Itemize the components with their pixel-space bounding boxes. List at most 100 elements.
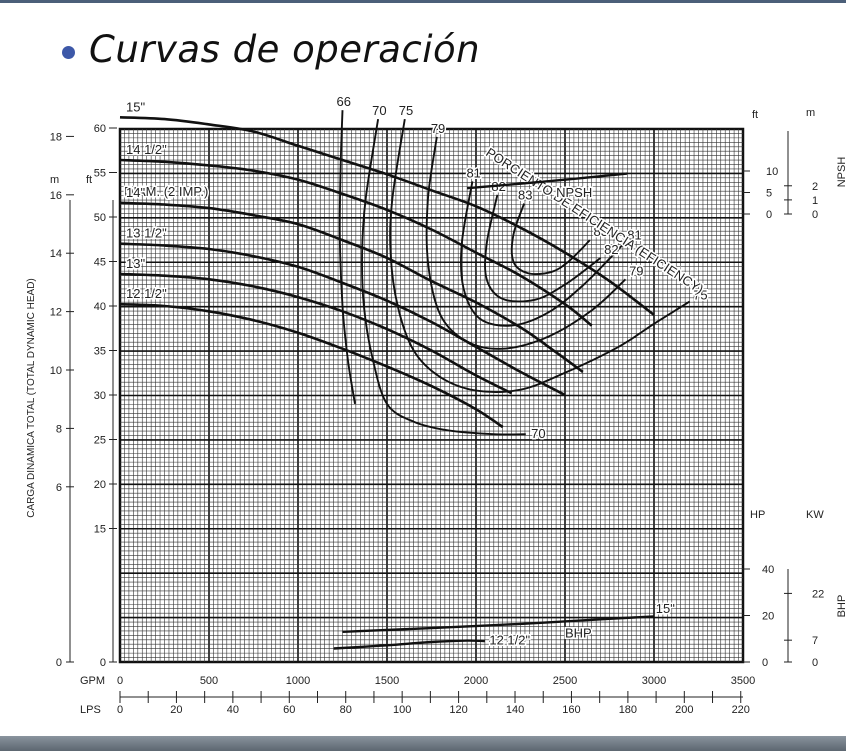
diameter-header: DIAM. (2 IMP.) [124, 184, 208, 199]
y-axis-title: CARGA DINAMICA TOTAL (TOTAL DYNAMIC HEAD… [26, 278, 37, 517]
efficiency-curve-label-halo: 81 [466, 165, 480, 180]
axis-ft-tick-label: 20 [94, 479, 106, 491]
bhp-kw-tick-label: 7 [812, 635, 818, 647]
axis-m-unit: m [50, 174, 59, 186]
npsh-m-tick-label: 2 [812, 181, 818, 193]
npsh-ft-unit: ft [752, 109, 758, 121]
efficiency-right-label-82: 82 [604, 242, 618, 257]
x-gpm-tick-label: 1500 [375, 675, 399, 687]
impeller-curve-label: 12 1/2" [126, 286, 167, 301]
efficiency-curve-label-halo: 79 [431, 121, 445, 136]
x-lps-tick-label: 80 [340, 704, 352, 716]
x-lps-tick-label: 120 [449, 704, 467, 716]
efficiency-curve [484, 194, 602, 303]
efficiency-curve [361, 118, 526, 436]
impeller-curve-label: 13 1/2" [126, 226, 167, 241]
x-lps-tick-label: 180 [619, 704, 637, 716]
impeller-curve-label-halo: 15" [126, 99, 145, 114]
impeller-curve-label: 14" [126, 185, 145, 200]
efficiency-curve-label: 79 [431, 121, 445, 136]
x-gpm-tick-label: 500 [200, 675, 218, 687]
impeller-curve [119, 272, 513, 395]
axis-m-tick-label: 8 [56, 423, 62, 435]
efficiency-right-label-81: 81 [627, 228, 641, 243]
x-gpm-tick-label: 2000 [464, 675, 488, 687]
x-lps-tick-label: 20 [170, 704, 182, 716]
bottom-rule [0, 736, 846, 751]
impeller-curve [119, 201, 584, 373]
bhp-hp-tick-label: 0 [762, 657, 768, 669]
efficiency-right-label-75-halo: 75 [693, 288, 707, 303]
npsh-ft-tick-label: 5 [766, 188, 772, 200]
impeller-curve [119, 302, 504, 429]
x-lps-tick-label: 220 [732, 704, 750, 716]
axis-ft-tick-label: 30 [94, 390, 106, 402]
bhp-curve-label-12-halo: 12 1/2" [489, 633, 530, 648]
npsh-m-tick-label: 0 [812, 209, 818, 221]
bhp-curve-label-12: 12 1/2" [489, 633, 530, 648]
bhp-axis-title: BHP [836, 595, 846, 618]
npsh-ft-tick-label: 10 [766, 166, 778, 178]
axis-m-tick-label: 14 [50, 248, 62, 260]
bhp-kw-tick-label: 0 [812, 657, 818, 669]
impeller-curve-label-halo: 13" [126, 256, 145, 271]
impeller-curve [119, 242, 566, 397]
efficiency-right-label-79-halo: 79 [629, 263, 643, 278]
efficiency-curve [425, 136, 627, 350]
bhp-label-halo: BHP [565, 626, 592, 641]
efficiency-curve [510, 203, 591, 276]
bhp-kw-unit: KW [806, 509, 824, 521]
efficiency-curve-label-halo: 83 [518, 188, 532, 203]
impeller-curve-label: 14 1/2" [126, 142, 167, 157]
npsh-curve-label-halo: NPSH [556, 185, 592, 200]
bhp-hp-unit: HP [750, 509, 765, 521]
impeller-curve-label-halo: 14" [126, 185, 145, 200]
axis-ft-tick-label: 45 [94, 257, 106, 269]
axis-ft-tick-label: 60 [94, 123, 106, 135]
top-rule [0, 0, 846, 3]
axis-ft-tick-label: 40 [94, 301, 106, 313]
efficiency-right-label-79: 79 [629, 263, 643, 278]
bhp-hp-tick-label: 40 [762, 564, 774, 576]
efficiency-curve-label-halo: 75 [399, 103, 413, 118]
efficiency-right-label-83-halo: 83 [593, 224, 607, 239]
npsh-m-unit: m [806, 107, 815, 119]
x-lps-tick-label: 0 [117, 704, 123, 716]
efficiency-right-label-81-halo: 81 [627, 228, 641, 243]
efficiency-right-label-82-halo: 82 [604, 242, 618, 257]
x-gpm-tick-label: 2500 [553, 675, 577, 687]
x-axis-gpm-label: GPM [80, 675, 105, 687]
slide-title-block: Curvas de operación [62, 28, 480, 71]
efficiency-curve-label: 75 [399, 103, 413, 118]
axis-ft-tick-label: 35 [94, 346, 106, 358]
efficiency-curve-label: 66 [337, 94, 351, 109]
x-lps-tick-label: 160 [562, 704, 580, 716]
bhp-curve [342, 615, 655, 633]
efficiency-curve-label: 83 [518, 188, 532, 203]
impeller-curve [119, 116, 655, 316]
axis-ft-tick-label: 0 [100, 657, 106, 669]
axis-m-tick-label: 12 [50, 307, 62, 319]
axis-ft-unit: ft [86, 174, 92, 186]
npsh-curve [467, 172, 628, 190]
efficiency-curve-label: 70 [372, 103, 386, 118]
diameter-header-halo: DIAM. (2 IMP.) [124, 184, 208, 199]
x-gpm-tick-label: 0 [117, 675, 123, 687]
bhp-curve-label-15-halo: 15" [656, 601, 675, 616]
bhp-hp-tick-label: 20 [762, 611, 774, 623]
axis-m-tick-label: 6 [56, 482, 62, 494]
x-lps-tick-label: 100 [393, 704, 411, 716]
x-lps-tick-label: 40 [227, 704, 239, 716]
x-lps-tick-label: 200 [675, 704, 693, 716]
title-bullet [62, 46, 75, 59]
efficiency-right-label-83: 83 [593, 224, 607, 239]
x-lps-tick-label: 60 [283, 704, 295, 716]
x-gpm-tick-label: 1000 [286, 675, 310, 687]
x-lps-tick-label: 140 [506, 704, 524, 716]
efficiency-curve-label-halo: 70 [372, 103, 386, 118]
impeller-curve-label-halo: 14 1/2" [126, 142, 167, 157]
efficiency-bottom-label-70-halo: 70 [531, 426, 545, 441]
bhp-label: BHP [565, 626, 592, 641]
efficiency-bottom-label-70: 70 [531, 426, 545, 441]
